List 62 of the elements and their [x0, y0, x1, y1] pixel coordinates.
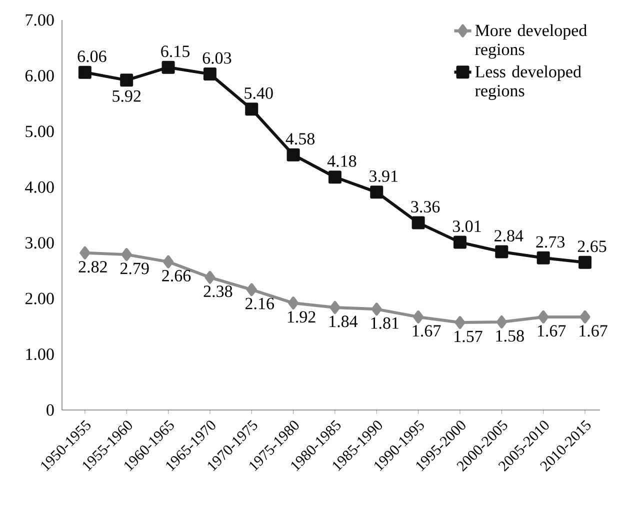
y-tick-label: 3.00	[26, 237, 54, 249]
point	[80, 246, 90, 260]
point	[496, 315, 507, 328]
point	[580, 310, 590, 324]
legend-label: Less developed regions	[475, 66, 582, 100]
data-label: 2.38	[204, 286, 232, 298]
data-label: 2.79	[120, 262, 149, 274]
point	[203, 68, 216, 81]
data-label: 1.84	[330, 316, 358, 328]
point	[286, 148, 300, 162]
point	[453, 236, 466, 249]
point	[536, 251, 550, 264]
point	[245, 102, 258, 116]
point	[538, 310, 549, 324]
data-label: 6.15	[161, 46, 190, 58]
data-label: 2.84	[494, 230, 524, 242]
point	[204, 270, 216, 284]
data-label: 1.81	[371, 317, 398, 329]
point	[288, 296, 299, 310]
point	[370, 186, 384, 199]
point	[121, 248, 132, 262]
point	[495, 245, 508, 258]
data-label: 5.92	[112, 90, 141, 102]
point	[162, 60, 175, 74]
y-tick-label: 0	[46, 404, 54, 416]
data-label: 1.67	[580, 325, 608, 337]
data-label: 3.01	[452, 220, 481, 232]
point	[413, 310, 424, 324]
point	[330, 300, 340, 314]
y-tick-label: 7.00	[26, 14, 54, 26]
data-label: 2.16	[245, 298, 274, 310]
point	[371, 302, 382, 316]
y-tick-label: 5.00	[26, 126, 54, 138]
point	[78, 66, 92, 79]
y-tick-label: 1.00	[26, 348, 54, 360]
data-label: 3.36	[411, 201, 440, 213]
point	[454, 316, 466, 330]
point	[246, 283, 257, 296]
y-tick-label: 2.00	[25, 292, 54, 304]
data-label: 2.73	[536, 236, 565, 248]
y-tick-label: 6.00	[25, 70, 54, 82]
data-label: 1.57	[454, 330, 482, 342]
data-label: 2.65	[578, 240, 606, 252]
data-label: 5.40	[244, 87, 273, 99]
y-tick-label: 4.00	[25, 181, 54, 193]
data-label: 1.67	[538, 325, 566, 337]
data-label: 1.58	[496, 330, 524, 342]
legend-label: More developed regions	[475, 24, 587, 59]
data-label: 1.92	[288, 311, 316, 323]
point	[328, 170, 342, 184]
point	[163, 255, 174, 268]
data-label: 2.66	[162, 270, 191, 282]
data-label: 4.18	[327, 155, 356, 167]
point	[578, 256, 592, 269]
data-label: 4.58	[286, 133, 315, 145]
point	[120, 74, 134, 87]
data-label: 3.91	[370, 170, 398, 182]
point	[412, 216, 425, 230]
data-label: 2.82	[78, 261, 107, 273]
data-label: 6.03	[202, 52, 232, 64]
data-label: 1.67	[412, 325, 441, 337]
data-label: 6.06	[78, 50, 106, 62]
